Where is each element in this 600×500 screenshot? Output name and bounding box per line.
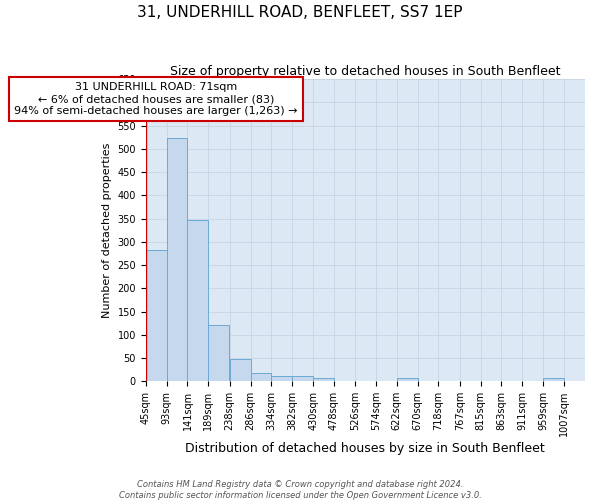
Bar <box>146 250 167 382</box>
Title: Size of property relative to detached houses in South Benfleet: Size of property relative to detached ho… <box>170 65 560 78</box>
Bar <box>543 378 564 382</box>
Bar <box>251 373 271 382</box>
Bar <box>187 220 208 382</box>
Bar <box>397 378 418 382</box>
X-axis label: Distribution of detached houses by size in South Benfleet: Distribution of detached houses by size … <box>185 442 545 455</box>
Bar <box>167 138 187 382</box>
Bar <box>292 376 313 382</box>
Y-axis label: Number of detached properties: Number of detached properties <box>102 142 112 318</box>
Bar <box>271 376 292 382</box>
Bar <box>313 378 334 382</box>
Text: Contains HM Land Registry data © Crown copyright and database right 2024.
Contai: Contains HM Land Registry data © Crown c… <box>119 480 481 500</box>
Text: 31 UNDERHILL ROAD: 71sqm
← 6% of detached houses are smaller (83)
94% of semi-de: 31 UNDERHILL ROAD: 71sqm ← 6% of detache… <box>14 82 298 116</box>
Text: 31, UNDERHILL ROAD, BENFLEET, SS7 1EP: 31, UNDERHILL ROAD, BENFLEET, SS7 1EP <box>137 5 463 20</box>
Bar <box>208 324 229 382</box>
Bar <box>230 359 251 382</box>
